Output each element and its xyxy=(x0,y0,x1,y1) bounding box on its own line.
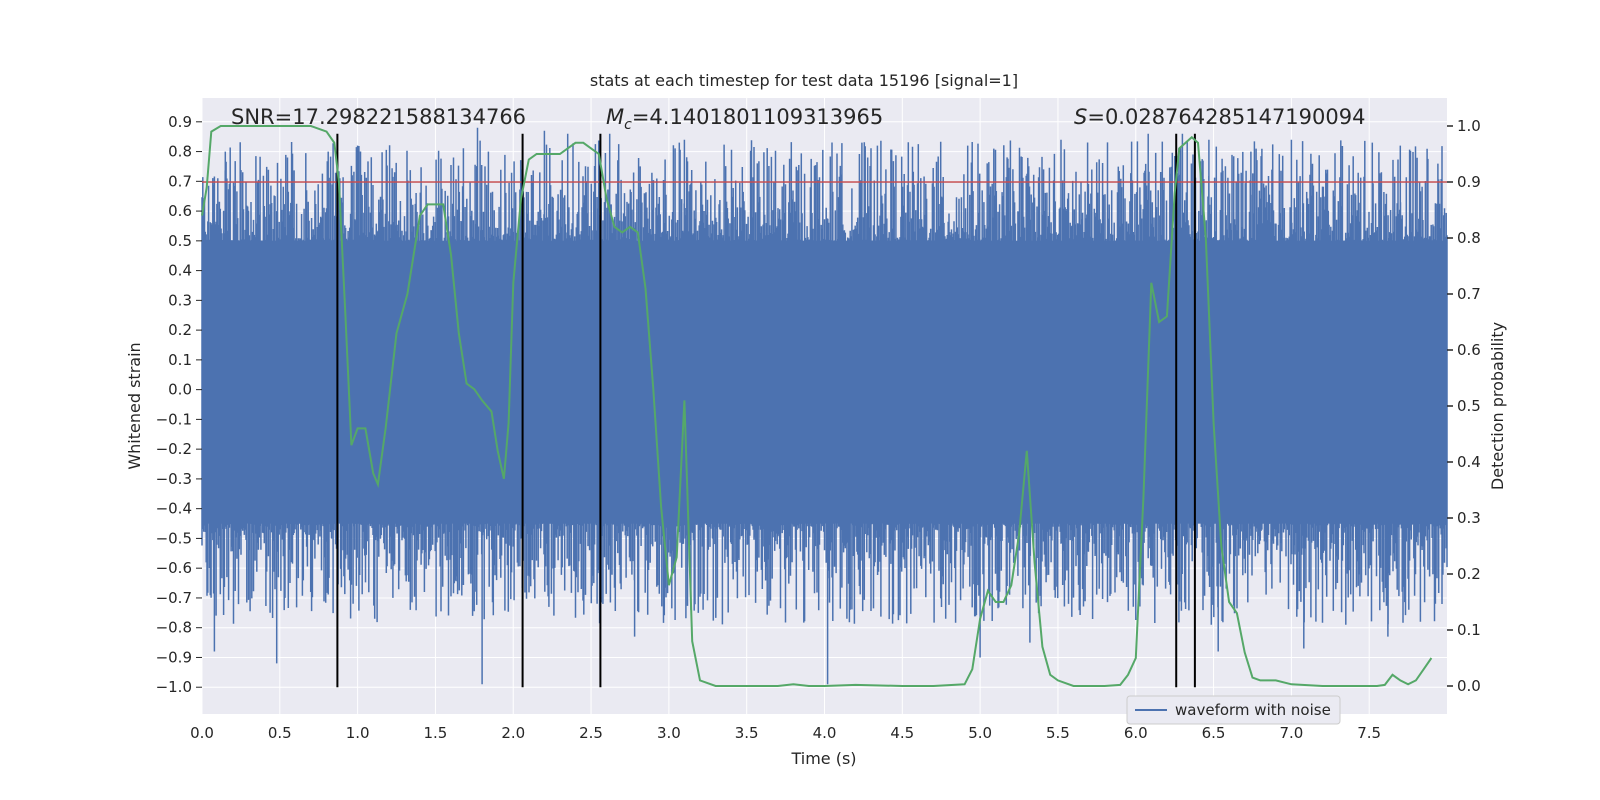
x-tick-label: 3.0 xyxy=(657,724,681,742)
y-right-tick-label: 0.0 xyxy=(1457,677,1481,695)
y-right-tick-label: 0.2 xyxy=(1457,565,1481,583)
y-axis-right-label: Detection probability xyxy=(1488,322,1507,490)
y-left-tick-label: −0.8 xyxy=(156,619,192,637)
chirp-mass-value: =4.1401801109313965 xyxy=(632,105,883,129)
probability-line xyxy=(201,125,1433,687)
y-right-tick-label: 0.3 xyxy=(1457,509,1481,527)
x-tick-label: 1.0 xyxy=(346,724,370,742)
y-right-tick-label: 0.1 xyxy=(1457,621,1481,639)
y-left-tick-label: 0.1 xyxy=(168,351,192,369)
x-tick-label: 4.5 xyxy=(890,724,914,742)
x-axis-ticks: 0.0 0.5 1.0 1.5 2.0 2.5 3.0 3.5 4.0 4.5 5.0 5.5 6.0 6… xyxy=(190,724,1381,742)
y-right-tick-label: 0.6 xyxy=(1457,341,1481,359)
y-left-tick-label: 0.9 xyxy=(168,113,192,131)
x-axis-label: Time (s) xyxy=(790,749,856,768)
y-left-tick-label: −1.0 xyxy=(156,678,192,696)
s-symbol: S xyxy=(1074,105,1087,129)
legend: waveform with noise xyxy=(1126,695,1341,725)
y-left-tick-label: −0.4 xyxy=(156,500,192,518)
y-axis-left-label: Whitened strain xyxy=(125,342,144,469)
y-right-tick-label: 0.9 xyxy=(1457,173,1481,191)
legend-label: waveform with noise xyxy=(1175,701,1331,719)
snr-annotation: SNR=17.298221588134766 xyxy=(231,105,526,129)
y-left-tick-label: 0.7 xyxy=(168,172,192,190)
x-tick-label: 7.5 xyxy=(1357,724,1381,742)
waveform-series xyxy=(201,127,1448,685)
chirp-mass-annotation: Mc=4.1401801109313965 xyxy=(606,105,883,133)
x-tick-label: 7.0 xyxy=(1279,724,1303,742)
y-left-tick-label: −0.7 xyxy=(156,589,192,607)
x-tick-label: 0.0 xyxy=(190,724,214,742)
x-tick-label: 0.5 xyxy=(268,724,292,742)
x-tick-label: 2.0 xyxy=(501,724,525,742)
y-left-tick-label: 0.5 xyxy=(168,232,192,250)
y-right-tick-label: 0.7 xyxy=(1457,285,1481,303)
y-left-tick-label: −0.5 xyxy=(156,529,192,547)
x-tick-label: 5.5 xyxy=(1046,724,1070,742)
x-tick-label: 4.0 xyxy=(813,724,837,742)
y-left-tick-label: 0.0 xyxy=(168,381,192,399)
y-right-axis-ticks: 1.0 0.9 0.8 0.7 0.6 0.5 0.4 0.3 0.2 0.1 0.0 xyxy=(1447,117,1481,695)
y-left-tick-label: −0.9 xyxy=(156,648,192,666)
x-tick-label: 3.5 xyxy=(735,724,759,742)
vertical-markers xyxy=(336,133,1196,688)
y-left-tick-label: −0.2 xyxy=(156,440,192,458)
probability-series xyxy=(201,125,1433,687)
chart-title: stats at each timestep for test data 151… xyxy=(590,71,1018,90)
y-left-tick-label: −0.6 xyxy=(156,559,192,577)
y-right-tick-label: 0.8 xyxy=(1457,229,1481,247)
y-right-tick-label: 0.4 xyxy=(1457,453,1481,471)
y-left-axis-ticks: 0.9 0.8 0.7 0.6 0.5 0.4 0.3 0.2 0.1 0.0 −0.1 −0.2 −0… xyxy=(156,113,202,696)
x-tick-label: 6.0 xyxy=(1124,724,1148,742)
y-left-tick-label: 0.8 xyxy=(168,143,192,161)
chirp-mass-subscript: c xyxy=(624,117,632,133)
y-left-tick-label: 0.6 xyxy=(168,202,192,220)
chirp-mass-symbol: M xyxy=(606,105,624,129)
x-tick-label: 6.5 xyxy=(1202,724,1226,742)
x-tick-label: 2.5 xyxy=(579,724,603,742)
y-left-tick-label: 0.3 xyxy=(168,291,192,309)
s-annotation: S=0.028764285147190094 xyxy=(1074,105,1365,129)
legend-box xyxy=(1126,695,1341,725)
y-right-tick-label: 1.0 xyxy=(1457,117,1481,135)
y-left-tick-label: 0.4 xyxy=(168,262,192,280)
waveform-line xyxy=(201,127,1448,685)
s-value: =0.028764285147190094 xyxy=(1087,105,1365,129)
y-left-tick-label: 0.2 xyxy=(168,321,192,339)
y-right-tick-label: 0.5 xyxy=(1457,397,1481,415)
y-left-tick-label: −0.3 xyxy=(156,470,192,488)
y-left-tick-label: −0.1 xyxy=(156,410,192,428)
x-tick-label: 5.0 xyxy=(968,724,992,742)
x-tick-label: 1.5 xyxy=(424,724,448,742)
